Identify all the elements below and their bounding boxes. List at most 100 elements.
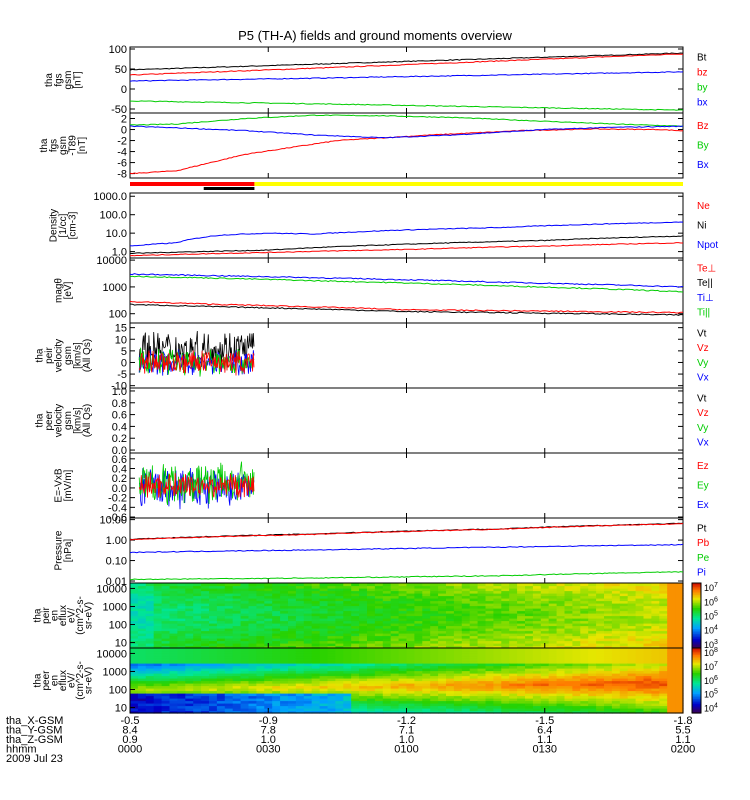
spectrogram-cell bbox=[311, 690, 321, 694]
spectrogram-cell bbox=[675, 680, 684, 684]
spectrogram-cell bbox=[477, 675, 487, 679]
spectrogram-cell bbox=[485, 605, 494, 609]
spectrogram-peer-en-eflux: 10000100010010thapeerenefluxeV/(cm^2-s-s… bbox=[33, 647, 719, 714]
spectrogram-cell bbox=[201, 668, 210, 672]
spectrogram-cell bbox=[216, 620, 226, 624]
spectrogram-cell bbox=[485, 615, 494, 619]
spectrogram-cell bbox=[216, 670, 226, 674]
y-tick-label: 0.6 bbox=[112, 410, 127, 422]
spectrogram-cell bbox=[240, 690, 250, 694]
spectrogram-cell bbox=[319, 660, 329, 664]
spectrogram-cell bbox=[517, 655, 526, 659]
spectrogram-cell bbox=[248, 655, 257, 659]
colorbar-cell bbox=[692, 638, 701, 641]
spectrogram-cell bbox=[130, 658, 139, 662]
spectrogram-cell bbox=[493, 653, 502, 657]
spectrogram-cell bbox=[469, 700, 479, 704]
spectrogram-cell bbox=[209, 695, 218, 699]
spectrogram-cell bbox=[414, 655, 423, 659]
spectrogram-cell bbox=[359, 585, 368, 589]
spectrogram-cell bbox=[611, 610, 621, 614]
spectrogram-cell bbox=[351, 585, 360, 589]
spectrogram-cell bbox=[280, 653, 289, 657]
spectrogram-cell bbox=[667, 645, 676, 649]
spectrogram-cell bbox=[619, 628, 629, 632]
spectrogram-cell bbox=[169, 678, 178, 682]
spectrogram-cell bbox=[343, 615, 352, 619]
spectrogram-cell bbox=[161, 695, 171, 699]
spectrogram-cell bbox=[548, 698, 558, 702]
spectrogram-cell bbox=[580, 593, 589, 597]
spectrogram-cell bbox=[398, 585, 408, 589]
spectrogram-cell bbox=[406, 633, 415, 637]
spectrogram-cell bbox=[224, 700, 234, 704]
spectrogram-cell bbox=[209, 640, 218, 644]
spectrogram-cell bbox=[627, 600, 637, 604]
spectrogram-cell bbox=[430, 633, 439, 637]
spectrogram-cell bbox=[493, 680, 502, 684]
spectrogram-cell bbox=[485, 700, 494, 704]
spectrogram-cell bbox=[477, 693, 487, 697]
spectrogram-cell bbox=[280, 710, 289, 714]
spectrogram-cell bbox=[564, 618, 573, 622]
spectrogram-cell bbox=[288, 645, 297, 649]
spectrogram-cell bbox=[453, 598, 463, 602]
spectrogram-cell bbox=[469, 685, 479, 689]
spectrogram-cell bbox=[580, 623, 589, 627]
spectrogram-cell bbox=[224, 640, 234, 644]
spectrogram-cell bbox=[509, 588, 518, 592]
spectrogram-cell bbox=[501, 705, 510, 709]
spectrogram-cell bbox=[430, 613, 439, 617]
spectrogram-cell bbox=[667, 630, 676, 634]
spectrogram-cell bbox=[319, 648, 329, 652]
spectrogram-cell bbox=[288, 668, 297, 672]
spectrogram-cell bbox=[643, 658, 652, 662]
spectrogram-cell bbox=[209, 618, 218, 622]
spectrogram-cell bbox=[525, 628, 534, 632]
spectrogram-cell bbox=[137, 688, 147, 692]
spectrogram-cell bbox=[525, 613, 534, 617]
y-axis-label: en bbox=[50, 675, 61, 686]
spectrogram-cell bbox=[351, 628, 360, 632]
spectrogram-cell bbox=[137, 635, 147, 639]
spectrogram-cell bbox=[493, 643, 502, 647]
spectrogram-cell bbox=[596, 695, 605, 699]
spectrogram-cell bbox=[572, 583, 581, 587]
spectrogram-cell bbox=[272, 605, 281, 609]
spectrogram-cell bbox=[185, 675, 194, 679]
spectrogram-cell bbox=[453, 613, 463, 617]
spectrogram-cell bbox=[201, 603, 210, 607]
spectrogram-cell bbox=[390, 610, 400, 614]
spectrogram-cell bbox=[611, 698, 621, 702]
spectrogram-cell bbox=[185, 663, 194, 667]
spectrogram-cell bbox=[422, 703, 431, 707]
spectrogram-cell bbox=[359, 600, 368, 604]
spectrogram-cell bbox=[564, 705, 573, 709]
spectrogram-cell bbox=[240, 683, 250, 687]
spectrogram-cell bbox=[185, 600, 194, 604]
spectrogram-cell bbox=[232, 708, 242, 712]
spectrogram-cell bbox=[169, 690, 178, 694]
spectrogram-cell bbox=[193, 585, 202, 589]
y-axis-label: -T89 bbox=[68, 135, 79, 156]
spectrogram-cell bbox=[461, 653, 471, 657]
spectrogram-cell bbox=[493, 623, 502, 627]
spectrogram-cell bbox=[224, 600, 234, 604]
spectrogram-cell bbox=[509, 608, 518, 612]
spectrogram-cell bbox=[240, 708, 250, 712]
spectrogram-cell bbox=[295, 678, 305, 682]
spectrogram-cell bbox=[367, 680, 376, 684]
y-axis-label: Density bbox=[49, 209, 60, 242]
spectrogram-cell bbox=[406, 643, 415, 647]
spectrogram-cell bbox=[224, 598, 234, 602]
spectrogram-cell bbox=[675, 673, 684, 677]
spectrogram-cell bbox=[675, 600, 684, 604]
spectrogram-cell bbox=[398, 610, 408, 614]
spectrogram-cell bbox=[367, 650, 376, 654]
spectrogram-cell bbox=[461, 633, 471, 637]
y-axis-label: eflux bbox=[58, 670, 69, 691]
y-axis-label: [1/cc] bbox=[58, 213, 69, 237]
spectrogram-cell bbox=[446, 690, 455, 694]
spectrogram-cell bbox=[201, 635, 210, 639]
spectrogram-cell bbox=[327, 688, 336, 692]
